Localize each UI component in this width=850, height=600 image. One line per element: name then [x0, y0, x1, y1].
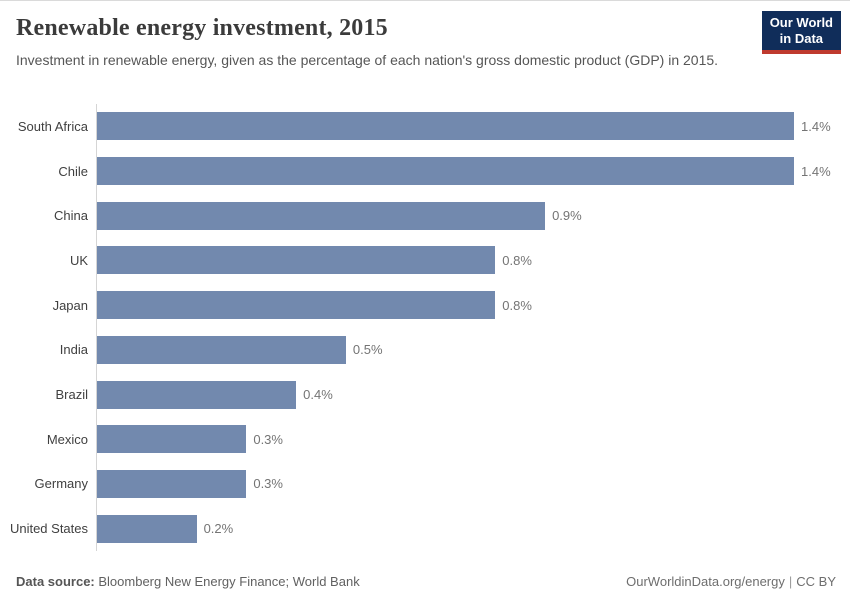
value-label: 1.4% — [801, 163, 831, 179]
bar[interactable] — [97, 246, 496, 275]
data-source: Data source: Bloomberg New Energy Financ… — [16, 574, 360, 589]
country-label: China — [54, 208, 88, 224]
country-label: South Africa — [17, 118, 88, 134]
bar-row: Mexico 0.3% — [0, 417, 850, 462]
value-label: 0.5% — [352, 342, 383, 358]
bar-row: China 0.9% — [0, 193, 850, 238]
bar-track: 1.4% — [97, 112, 850, 141]
value-label: 0.4% — [303, 387, 333, 403]
chart-footer: Data source: Bloomberg New Energy Financ… — [16, 574, 836, 589]
bar-track: 0.3% — [97, 469, 850, 498]
credit-separator: | — [788, 574, 793, 589]
bar[interactable] — [97, 112, 794, 141]
bar[interactable] — [97, 291, 496, 320]
country-label: Chile — [58, 163, 88, 179]
value-label: 0.2% — [203, 521, 234, 537]
owid-logo-line1: Our World — [769, 15, 833, 30]
credit-line: OurWorldinData.org/energy | CC BY — [626, 574, 836, 589]
bar[interactable] — [97, 425, 247, 454]
owid-logo: Our World in Data — [761, 11, 841, 54]
data-source-text: Bloomberg New Energy Finance; World Bank — [94, 574, 360, 589]
country-label: UK — [69, 252, 88, 268]
value-label: 0.8% — [502, 252, 532, 268]
country-label: United States — [9, 521, 88, 537]
bar-track: 0.5% — [97, 335, 850, 364]
license-link[interactable]: CC BY — [796, 574, 836, 589]
y-axis-line — [96, 104, 97, 551]
bar-row: India 0.5% — [0, 328, 850, 373]
bar-row: South Africa 1.4% — [0, 104, 850, 149]
country-label: Germany — [34, 476, 88, 492]
bar[interactable] — [97, 201, 546, 230]
bar-track: 0.8% — [97, 246, 850, 275]
value-label: 1.4% — [801, 118, 831, 134]
owid-logo-line2: in Data — [779, 31, 824, 46]
bar-row: Chile 1.4% — [0, 149, 850, 194]
value-label: 0.9% — [552, 208, 582, 224]
page-title: Renewable energy investment, 2015 — [16, 15, 388, 41]
bar-row: Germany 0.3% — [0, 462, 850, 507]
bar-track: 1.4% — [97, 157, 850, 186]
country-label: Mexico — [46, 431, 88, 447]
bar-track: 0.4% — [97, 380, 850, 409]
bar-row: UK 0.8% — [0, 238, 850, 283]
bar-track: 0.3% — [97, 425, 850, 454]
country-label: Japan — [52, 297, 88, 313]
bar-track: 0.2% — [97, 514, 850, 543]
bar[interactable] — [97, 514, 197, 543]
bar[interactable] — [97, 335, 346, 364]
bar[interactable] — [97, 469, 247, 498]
bar[interactable] — [97, 380, 297, 409]
data-source-label: Data source: — [16, 574, 95, 589]
bar-row: United States 0.2% — [0, 506, 850, 551]
site-link[interactable]: OurWorldinData.org/energy — [626, 574, 785, 589]
bar-track: 0.8% — [97, 291, 850, 320]
bar-row: Brazil 0.4% — [0, 372, 850, 417]
bar[interactable] — [97, 157, 794, 186]
chart-subtitle: Investment in renewable energy, given as… — [16, 52, 719, 68]
bar-rows: South Africa 1.4% Chile 1.4% China 0.9% UK 0.8%… — [0, 104, 850, 551]
value-label: 0.3% — [253, 476, 283, 492]
bar-row: Japan 0.8% — [0, 283, 850, 328]
country-label: India — [59, 342, 88, 358]
bar-track: 0.9% — [97, 201, 850, 230]
bar-chart: South Africa 1.4% Chile 1.4% China 0.9% UK 0.8%… — [0, 104, 850, 551]
country-label: Brazil — [55, 387, 88, 403]
value-label: 0.3% — [253, 431, 283, 447]
chart-header: Renewable energy investment, 2015 Invest… — [0, 1, 850, 70]
value-label: 0.8% — [502, 297, 532, 313]
